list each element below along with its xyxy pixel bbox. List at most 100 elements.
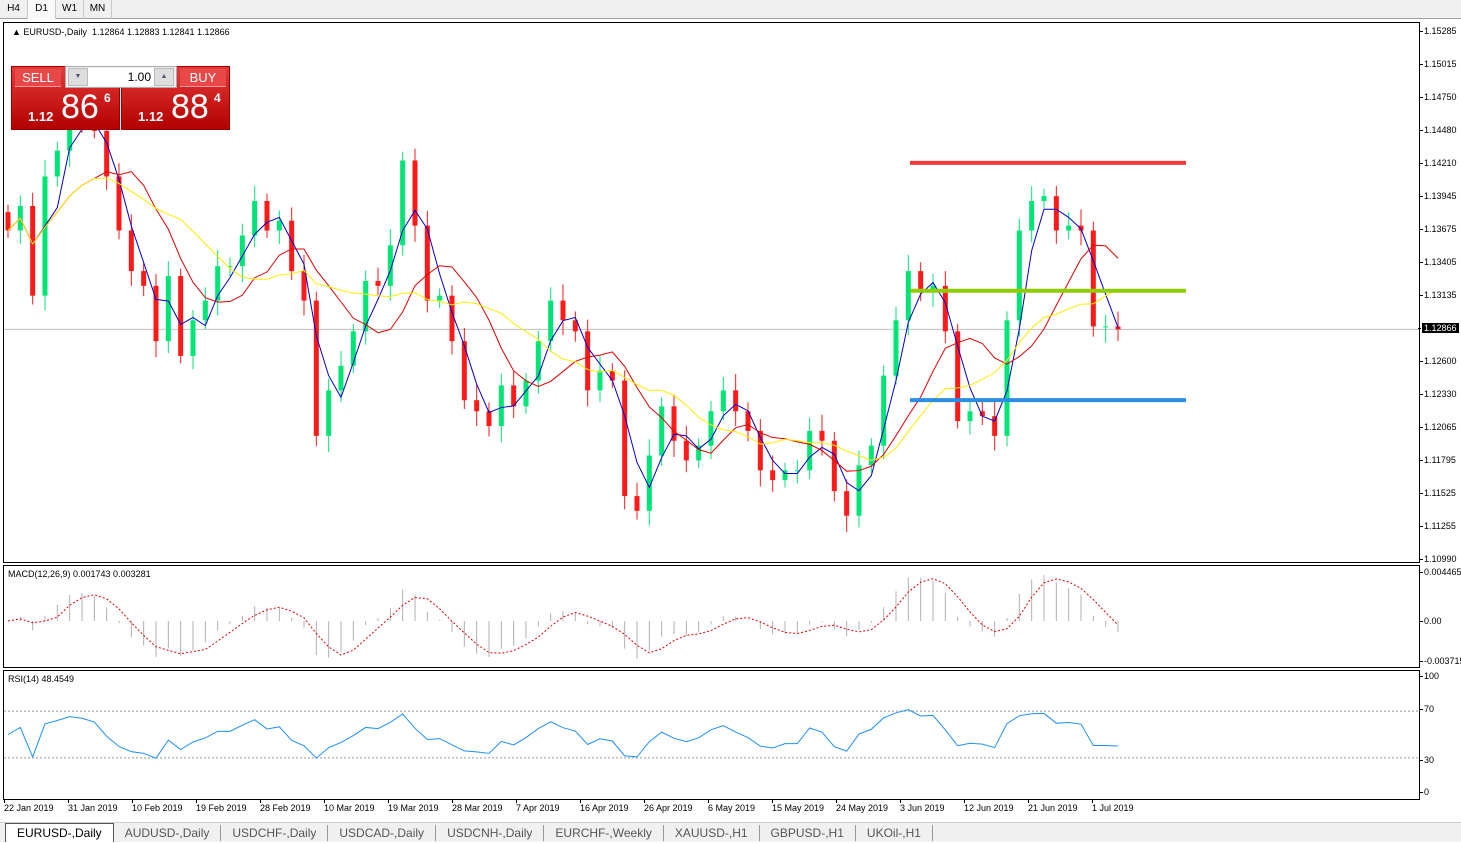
candle-body <box>412 160 418 226</box>
macd-label: MACD(12,26,9) 0.001743 0.003281 <box>8 569 151 579</box>
candle-body <box>1004 320 1010 436</box>
macd-chart <box>7 575 1119 659</box>
candle-body <box>807 430 813 471</box>
rsi-axis: 100 70 30 0 <box>1419 670 1461 800</box>
sell-price-big: 86 <box>61 88 99 126</box>
candle-body <box>313 300 319 436</box>
candle-body <box>979 411 985 417</box>
macd-axis: 0.004465 0.00 -0.003715 <box>1420 565 1461 668</box>
candle-body <box>461 341 467 401</box>
candle-body <box>141 271 147 286</box>
candle-body <box>276 220 282 231</box>
candle-body <box>671 406 677 441</box>
date-tick: 21 Jun 2019 <box>1028 800 1078 813</box>
date-tick: 10 Mar 2019 <box>324 800 375 813</box>
buy-price-prefix: 1.12 <box>138 109 164 124</box>
ma-mid-line <box>7 171 1119 472</box>
symbol-tab[interactable]: UKOil-,H1 <box>856 825 933 841</box>
candle-body <box>67 116 73 151</box>
candle-body <box>338 365 344 391</box>
price-chart[interactable]: ▲ EURUSD-,Daily 1.12864 1.12883 1.12841 … <box>3 22 1420 563</box>
candle-body <box>54 150 60 177</box>
timeframe-bar: H4 D1 W1 MN <box>0 0 1461 19</box>
candle-body <box>1115 326 1121 330</box>
candle-body <box>535 341 541 381</box>
symbol-tab[interactable]: AUDUSD-,Daily <box>114 825 222 841</box>
candle-body <box>215 266 221 301</box>
candle-body <box>449 295 455 342</box>
candle-body <box>597 370 603 391</box>
date-tick: 19 Feb 2019 <box>196 800 247 813</box>
date-tick: 28 Feb 2019 <box>260 800 311 813</box>
symbol-tab[interactable]: USDCHF-,Daily <box>221 825 329 841</box>
candle-body <box>955 331 961 422</box>
ohlc-values: 1.12864 1.12883 1.12841 1.12866 <box>91 27 230 37</box>
candle-body <box>659 406 665 456</box>
candle-body <box>227 266 233 268</box>
candle-body <box>437 295 443 301</box>
price-tick: 1.13135 <box>1420 290 1457 301</box>
date-tick: 22 Jan 2019 <box>4 800 54 813</box>
candle-body <box>474 400 480 412</box>
candle-body <box>720 390 726 412</box>
macd-tick: 0.004465 <box>1420 567 1461 577</box>
candle-body <box>523 380 529 407</box>
date-tick: 7 Apr 2019 <box>516 800 560 813</box>
date-tick: 31 Jan 2019 <box>68 800 118 813</box>
price-tick: 1.14750 <box>1420 91 1457 102</box>
candle-body <box>548 300 554 342</box>
lot-input[interactable] <box>88 68 154 86</box>
price-tick: 1.12600 <box>1420 356 1457 367</box>
timeframe-w1[interactable]: W1 <box>56 0 84 19</box>
candle-body <box>893 320 899 376</box>
buy-price-sup: 4 <box>214 91 221 105</box>
date-tick: 24 May 2019 <box>836 800 889 813</box>
candle-body <box>165 276 171 342</box>
timeframe-d1[interactable]: D1 <box>28 0 56 19</box>
candle-body <box>387 245 393 286</box>
candle-body <box>1103 326 1109 328</box>
rsi-chart <box>4 709 1419 759</box>
candle-body <box>153 285 159 342</box>
price-tick: 1.10990 <box>1420 554 1457 564</box>
rsi-tick: 100 <box>1419 671 1440 681</box>
candle-body <box>683 440 689 461</box>
date-tick: 12 Jun 2019 <box>964 800 1014 813</box>
lot-decrease-button[interactable]: ▼ <box>68 68 88 86</box>
candle-body <box>1029 201 1035 231</box>
timeframe-h4[interactable]: H4 <box>0 0 28 19</box>
candle-body <box>252 201 258 236</box>
price-tick: 1.11795 <box>1420 455 1456 466</box>
timeframe-mn[interactable]: MN <box>84 0 112 19</box>
symbol-tab[interactable]: EURCHF-,Weekly <box>544 825 664 841</box>
candle-body <box>326 390 332 436</box>
symbol-tab[interactable]: USDCAD-,Daily <box>328 825 437 841</box>
candle-body <box>757 430 763 471</box>
rsi-tick: 0 <box>1419 787 1430 797</box>
date-tick: 10 Feb 2019 <box>132 800 183 813</box>
candle-body <box>5 212 11 231</box>
candle-body <box>794 470 800 472</box>
candle-body <box>30 205 36 296</box>
sell-label: SELL <box>15 69 61 87</box>
lot-increase-button[interactable]: ▲ <box>154 68 174 86</box>
symbol-tab[interactable]: EURUSD-,Daily <box>5 823 114 842</box>
symbol-tab[interactable]: USDCNH-,Daily <box>436 825 545 841</box>
price-tick: 1.14480 <box>1420 124 1457 135</box>
candle-body <box>942 285 948 332</box>
lot-stepper: ▼ ▲ <box>65 66 177 88</box>
sell-price-prefix: 1.12 <box>28 109 54 124</box>
rsi-label: RSI(14) 48.4549 <box>8 674 75 684</box>
symbol-tab[interactable]: GBPUSD-,H1 <box>760 825 856 841</box>
candle-body <box>782 470 788 481</box>
price-tick: 1.11255 <box>1420 521 1456 532</box>
candle-body <box>881 375 887 446</box>
date-tick: 1 Jul 2019 <box>1092 800 1134 813</box>
price-tick: 1.13405 <box>1420 257 1457 268</box>
candle-body <box>486 411 492 427</box>
price-tick: 1.12065 <box>1420 421 1457 432</box>
candle-body <box>696 445 702 461</box>
symbol-tab[interactable]: XAUUSD-,H1 <box>664 825 760 841</box>
candle-body <box>708 411 714 446</box>
candle-body <box>116 176 122 231</box>
